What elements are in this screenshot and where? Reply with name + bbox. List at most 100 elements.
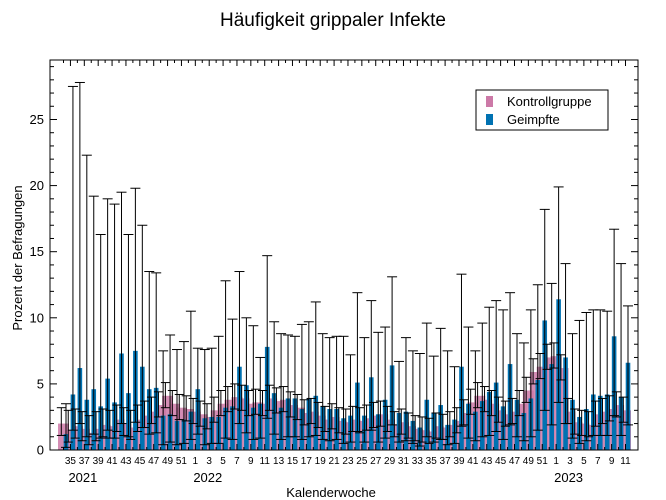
bar-kontrollgruppe	[64, 430, 76, 450]
bar-kontrollgruppe	[439, 427, 451, 450]
bar-kontrollgruppe	[273, 401, 285, 450]
legend-label-geimpfte: Geimpfte	[507, 112, 560, 127]
y-tick-label: 20	[30, 178, 44, 193]
bar-kontrollgruppe	[363, 418, 375, 450]
bar-kontrollgruppe	[141, 415, 153, 450]
bar-kontrollgruppe	[238, 398, 250, 450]
bar-kontrollgruppe	[377, 414, 389, 450]
bar-kontrollgruppe	[314, 415, 326, 450]
x-tick-label: 25	[356, 456, 368, 467]
bar-kontrollgruppe	[495, 410, 507, 450]
year-label: 2021	[68, 470, 97, 485]
bar-kontrollgruppe	[599, 411, 611, 450]
bar-kontrollgruppe	[148, 411, 160, 450]
x-tick-label: 31	[398, 456, 410, 467]
bar-kontrollgruppe	[78, 428, 90, 450]
bar-kontrollgruppe	[182, 409, 194, 450]
bar-kontrollgruppe	[92, 428, 104, 450]
bar-kontrollgruppe	[113, 419, 125, 450]
x-tick-label: 51	[176, 456, 188, 467]
x-tick-label: 3	[206, 456, 212, 467]
bar-kontrollgruppe	[606, 409, 618, 450]
bar-kontrollgruppe	[453, 420, 465, 450]
y-tick-label: 10	[30, 310, 44, 325]
legend: Kontrollgruppe Geimpfte	[475, 89, 609, 131]
bar-kontrollgruppe	[99, 424, 111, 450]
x-tick-label: 35	[65, 456, 77, 467]
x-tick-label: 9	[248, 456, 254, 467]
x-tick-label: 1	[193, 456, 199, 467]
x-tick-label: 41	[107, 456, 119, 467]
y-tick-label: 15	[30, 244, 44, 259]
bar-kontrollgruppe	[321, 419, 333, 450]
bar-kontrollgruppe	[286, 405, 298, 450]
bar-kontrollgruppe	[300, 412, 312, 450]
x-tick-label: 37	[440, 456, 452, 467]
x-tick-label: 45	[134, 456, 146, 467]
x-tick-label: 45	[495, 456, 507, 467]
bar-kontrollgruppe	[543, 357, 555, 450]
x-tick-label: 17	[301, 456, 313, 467]
y-axis: 0 5 10 15 20 25	[30, 66, 638, 458]
bar-kontrollgruppe	[529, 372, 541, 450]
bar-kontrollgruppe	[460, 412, 472, 450]
x-tick-label: 7	[234, 456, 240, 467]
bar-kontrollgruppe	[266, 398, 278, 450]
x-tick-label: 5	[220, 456, 226, 467]
bar-kontrollgruppe	[411, 428, 423, 450]
bar-kontrollgruppe	[85, 432, 97, 450]
x-tick-label: 29	[384, 456, 396, 467]
errors-layer	[56, 81, 633, 448]
bar-kontrollgruppe	[335, 420, 347, 450]
x-tick-label: 27	[370, 456, 382, 467]
bar-kontrollgruppe	[578, 423, 590, 450]
bar-kontrollgruppe	[620, 410, 631, 450]
x-tick-label: 41	[467, 456, 479, 467]
x-axis: 35 37 39 41 43 45 47 49 51 1 3 5 7 9 11 13 15 17 19 21 23 25 2…	[63, 60, 631, 485]
bar-kontrollgruppe	[592, 414, 604, 450]
bar-kontrollgruppe	[536, 366, 548, 450]
x-tick-label: 39	[453, 456, 465, 467]
x-tick-label: 47	[148, 456, 160, 467]
x-tick-label: 11	[260, 456, 271, 467]
x-tick-label: 3	[567, 456, 573, 467]
bar-kontrollgruppe	[127, 427, 139, 450]
bar-kontrollgruppe	[307, 411, 319, 450]
bar-kontrollgruppe	[252, 402, 264, 450]
y-tick-label: 25	[30, 112, 44, 127]
bar-kontrollgruppe	[342, 422, 354, 450]
x-tick-label: 47	[509, 456, 521, 467]
bar-kontrollgruppe	[328, 416, 340, 450]
bar-kontrollgruppe	[613, 405, 625, 450]
bar-kontrollgruppe	[155, 405, 167, 450]
bar-kontrollgruppe	[467, 402, 479, 450]
bar-kontrollgruppe	[162, 395, 174, 450]
bar-kontrollgruppe	[446, 424, 458, 450]
x-tick-label: 21	[329, 456, 341, 467]
bar-kontrollgruppe	[508, 411, 520, 450]
bar-kontrollgruppe	[397, 422, 409, 450]
bar-kontrollgruppe	[488, 403, 500, 450]
y-tick-label: 0	[37, 443, 44, 458]
x-tick-label: 37	[79, 456, 91, 467]
x-tick-label: 13	[273, 456, 285, 467]
bar-kontrollgruppe	[134, 419, 146, 450]
x-axis-label: Kalenderwoche	[286, 485, 376, 500]
bar-kontrollgruppe	[349, 419, 361, 450]
bar-kontrollgruppe	[370, 415, 382, 450]
bar-kontrollgruppe	[217, 403, 229, 450]
x-tick-label: 35	[426, 456, 438, 467]
bar-kontrollgruppe	[203, 416, 215, 450]
x-tick-label: 43	[481, 456, 493, 467]
chart-title: Häufigkeit grippaler Infekte	[220, 10, 446, 31]
x-tick-label: 15	[287, 456, 299, 467]
bar-kontrollgruppe	[175, 407, 187, 450]
bar-kontrollgruppe	[550, 356, 562, 450]
bar-kontrollgruppe	[210, 410, 222, 450]
bar-kontrollgruppe	[474, 395, 486, 450]
x-tick-label: 49	[523, 456, 535, 467]
legend-label-kontrollgruppe: Kontrollgruppe	[507, 94, 592, 109]
bar-kontrollgruppe	[280, 399, 292, 450]
bar-kontrollgruppe	[58, 423, 69, 450]
bar-kontrollgruppe	[418, 430, 430, 450]
